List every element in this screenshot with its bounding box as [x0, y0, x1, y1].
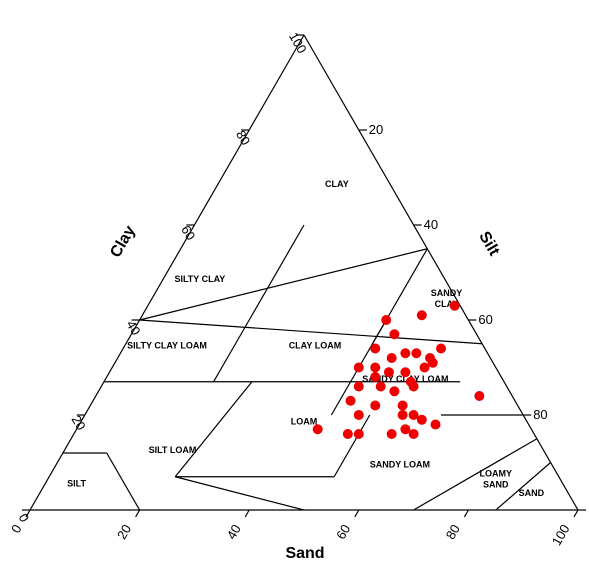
sample-point — [408, 381, 419, 392]
sand-tick — [573, 509, 579, 518]
sample-point — [342, 429, 353, 439]
clay-tick-label: 40 — [123, 318, 143, 338]
region-label-sand: SAND — [519, 488, 545, 498]
sample-point — [408, 410, 419, 420]
boundary-loam-sandy-clay-loam — [330, 381, 352, 416]
clay-tick-label: 60 — [178, 223, 198, 243]
clay-tick-label: 0 — [16, 511, 33, 525]
sample-point — [400, 424, 411, 435]
sample-point — [389, 329, 400, 340]
sample-point — [353, 429, 364, 439]
region-boundaries — [29, 34, 579, 511]
sample-point — [353, 381, 364, 392]
boundary-silt-right — [106, 452, 141, 511]
sample-point — [408, 429, 419, 439]
sample-point — [370, 400, 381, 411]
triangle-left-side — [29, 34, 305, 511]
sample-point — [419, 362, 430, 373]
silt-tick-label: 80 — [533, 407, 547, 422]
sand-tick — [244, 509, 250, 518]
region-label-silt-loam: SILT LOAM — [149, 445, 197, 455]
sample-point — [370, 372, 381, 382]
region-label-sandy-loam: SANDY LOAM — [370, 459, 430, 469]
boundary-loam-sandy-loam — [333, 414, 371, 478]
boundary-clay-loam-sandy-clay-loam — [350, 319, 387, 383]
sample-point — [370, 343, 381, 354]
region-label-silty-clay-loam: SILTY CLAY LOAM — [127, 341, 207, 351]
region-label-loam: LOAM — [291, 417, 318, 427]
sample-point — [400, 348, 411, 359]
region-label-loamy-sand: LOAMY SAND — [480, 469, 513, 490]
sample-point — [416, 310, 427, 321]
sample-point — [381, 315, 392, 325]
boundary-silty-clay-loam-clay-loam — [213, 319, 250, 383]
boundary-clay-silty-clay — [139, 248, 428, 321]
clay-tick-label: 100 — [286, 30, 310, 56]
sample-point — [400, 367, 411, 378]
sand-tick-label: 60 — [333, 522, 353, 542]
silt-tick-label: 60 — [478, 312, 492, 327]
clay-tick-label: 80 — [233, 128, 253, 148]
data-points — [312, 300, 485, 439]
sample-point — [430, 419, 441, 430]
sample-point — [416, 414, 427, 425]
region-label-sandy-clay-loam: SANDY CLAY LOAM — [362, 374, 448, 384]
boundary-loamy-sand-sand — [495, 462, 551, 511]
sand-tick-label: 40 — [224, 522, 244, 542]
clay-axis-title: Clay — [107, 223, 139, 261]
silt-tick-label: 20 — [369, 122, 383, 137]
region-labels: CLAY SILTY CLAY SANDY CLAY SILTY CLAY LOAM CL… — [67, 179, 545, 498]
sand-tick-label: 20 — [114, 522, 134, 542]
region-label-clay-loam: CLAY LOAM — [289, 341, 342, 351]
sand-tick — [354, 509, 360, 518]
sample-point — [397, 410, 408, 420]
sample-point — [370, 362, 381, 373]
sand-tick-label: 100 — [549, 522, 573, 548]
sample-point — [386, 429, 397, 439]
sample-point — [411, 348, 422, 359]
sand-tick — [25, 509, 31, 518]
sand-tick — [463, 509, 469, 518]
sample-point — [353, 362, 364, 373]
region-label-silt: SILT — [67, 478, 86, 488]
sand-tick-label: 80 — [443, 522, 463, 542]
boundary-sandy-loam-loamy-sand — [413, 438, 538, 511]
clay-tick-label: 20 — [69, 413, 89, 433]
sand-tick-label: 0 — [8, 522, 25, 536]
sample-point — [397, 400, 408, 411]
region-label-clay: CLAY — [325, 179, 349, 189]
silt-axis-title: Silt — [475, 229, 503, 260]
sample-point — [345, 395, 356, 406]
sample-point — [353, 410, 364, 420]
boundary-silt-loam-sandy-loam — [175, 476, 305, 511]
sample-point — [386, 353, 397, 363]
boundary-loam-silt-loam — [174, 381, 253, 478]
axis-ticks: 02040608010002040608010010080604020 — [8, 30, 589, 549]
boundary-clay-35 — [139, 319, 483, 345]
sand-tick — [135, 509, 141, 518]
region-label-sandy-clay: SANDY CLAY — [431, 288, 463, 309]
region-label-silty-clay: SILTY CLAY — [174, 274, 225, 284]
sand-axis-title: Sand — [285, 545, 324, 562]
sample-point — [474, 391, 485, 401]
sample-point — [427, 357, 438, 368]
triangle-right-side — [303, 34, 579, 511]
boundary-silty-clay-silty-clay-loam — [248, 224, 305, 321]
sample-point — [383, 367, 394, 378]
sample-point — [389, 386, 400, 397]
sample-point — [449, 300, 460, 311]
sample-point — [312, 424, 323, 435]
sample-point — [436, 343, 446, 354]
sample-point — [375, 381, 386, 392]
silt-tick-label: 40 — [424, 217, 438, 232]
